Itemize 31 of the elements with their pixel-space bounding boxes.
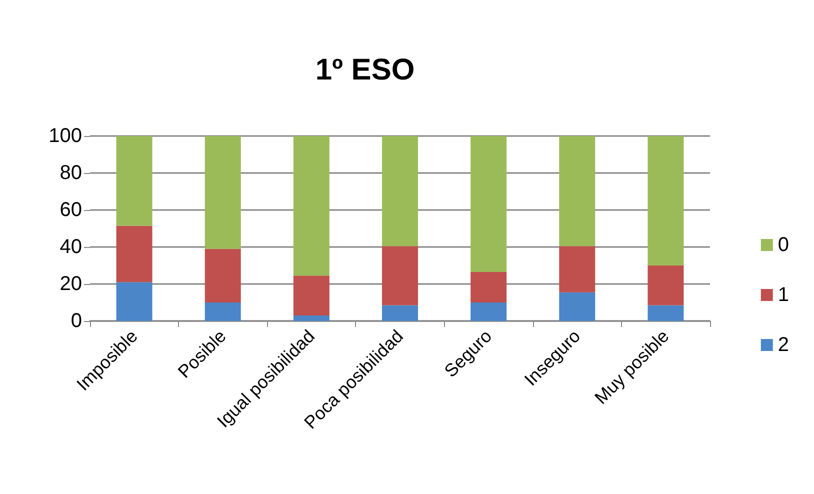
bar — [382, 246, 418, 306]
bar — [559, 136, 596, 246]
bar — [648, 136, 684, 266]
bar — [293, 315, 330, 321]
bar — [648, 266, 684, 306]
y-tick-label: 20 — [60, 273, 82, 295]
bar — [204, 136, 241, 249]
bar — [116, 226, 152, 282]
bar — [559, 246, 596, 292]
legend-label: 1 — [778, 284, 789, 306]
bar — [648, 305, 684, 321]
legend-label: 0 — [778, 234, 789, 256]
y-tick-label: 60 — [60, 199, 82, 221]
bar — [559, 292, 596, 321]
chart-title: 1º ESO — [315, 54, 415, 86]
legend-label: 2 — [778, 334, 789, 356]
y-tick-label: 0 — [70, 310, 82, 332]
bar — [382, 305, 418, 321]
bar — [116, 282, 152, 321]
y-tick-label: 100 — [48, 125, 82, 147]
bar — [293, 136, 330, 276]
bar — [116, 136, 152, 226]
bar — [204, 248, 241, 302]
bar — [470, 272, 507, 302]
y-tick-label: 40 — [60, 236, 82, 258]
bar — [204, 302, 241, 321]
bar — [293, 276, 330, 316]
bar — [470, 302, 507, 321]
bar — [382, 136, 418, 246]
bar — [470, 136, 507, 272]
y-tick-label: 80 — [60, 162, 82, 184]
